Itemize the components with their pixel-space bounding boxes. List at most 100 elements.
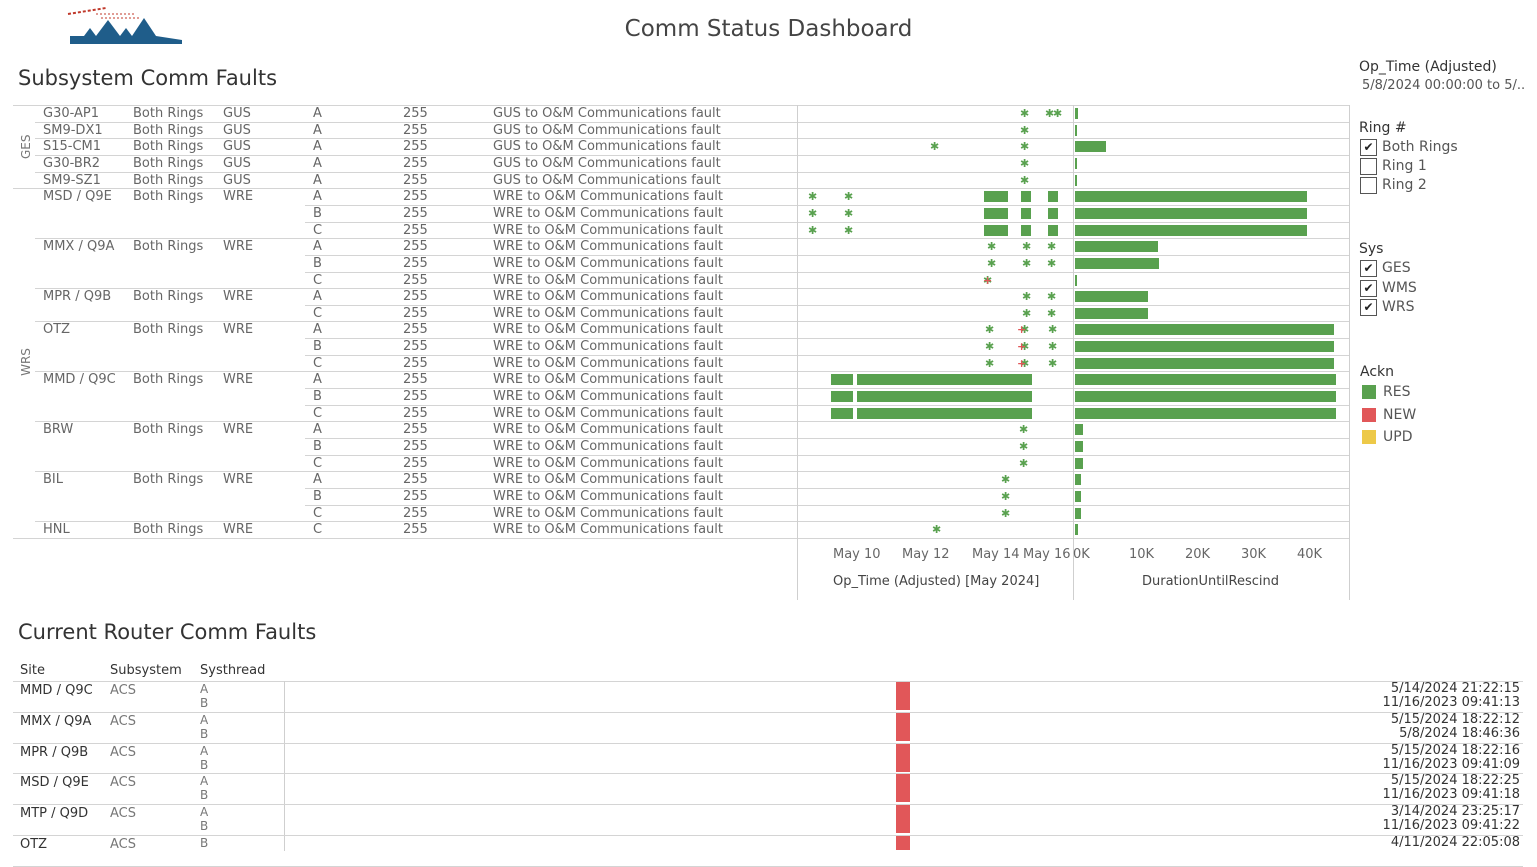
duration-bar <box>1075 224 1308 236</box>
event-cluster <box>857 407 1032 419</box>
event-marker: ✱ <box>1022 290 1032 304</box>
router-fault-bar <box>896 712 910 741</box>
router-date: 5/14/2024 21:22:15 <box>1390 681 1520 696</box>
group-label-wrs: WRS <box>19 348 33 376</box>
optime-filter-value[interactable]: 5/8/2024 00:00:00 to 5/.. <box>1362 78 1526 93</box>
sys-checkbox[interactable]: ✔ <box>1360 260 1377 277</box>
cell-code: 255 <box>403 439 428 454</box>
dashboard-title: Comm Status Dashboard <box>624 16 913 42</box>
event-marker: ✱ <box>930 140 940 154</box>
cell-sys: GUS <box>223 139 251 155</box>
sys-checkbox[interactable]: ✔ <box>1360 279 1377 297</box>
ring-option-label[interactable]: Ring 2 <box>1382 177 1427 193</box>
router-date: 4/11/2024 22:05:08 <box>1390 835 1520 850</box>
row-divider <box>35 471 1349 473</box>
event-marker: ✱ <box>808 206 818 220</box>
router-row-divider <box>13 742 1523 744</box>
event-marker: ✱ <box>808 190 818 204</box>
duration-bar <box>1075 474 1081 486</box>
cell-sys: WRE <box>223 472 254 488</box>
cell-thread: A <box>313 172 322 188</box>
cell-desc: GUS to O&M Communications fault <box>493 155 721 171</box>
cell-desc: GUS to O&M Communications fault <box>493 139 721 155</box>
timeline-tick: May 16 <box>1023 547 1071 562</box>
router-col-site: Site <box>20 663 45 678</box>
ring-checkbox[interactable] <box>1360 158 1377 175</box>
table-row: C 255 WRE to O&M Communications fault <box>0 405 800 422</box>
router-site: MSD / Q9E <box>20 775 89 791</box>
row-divider <box>305 221 1349 223</box>
new-event-marker: + <box>1017 356 1027 370</box>
event-marker: ✱ <box>1001 473 1011 487</box>
duration-bar <box>1075 291 1148 303</box>
cell-sys: GUS <box>223 155 251 171</box>
cell-desc: WRE to O&M Communications fault <box>493 422 723 438</box>
cell-desc: WRE to O&M Communications fault <box>493 239 723 255</box>
router-site: MMD / Q9C <box>20 683 93 698</box>
event-marker: ✱ <box>1019 456 1029 470</box>
event-marker: ✱ <box>1047 306 1057 320</box>
duration-bar <box>1075 457 1083 469</box>
cell-desc: GUS to O&M Communications fault <box>493 122 721 138</box>
router-left-border <box>284 681 285 851</box>
cell-site: SM9-DX1 <box>43 122 103 138</box>
row-divider <box>305 304 1349 306</box>
router-thread: A <box>200 712 209 727</box>
router-date: 5/15/2024 18:22:25 <box>1390 773 1520 789</box>
ring-checkbox[interactable] <box>1360 177 1377 194</box>
cell-desc: WRE to O&M Communications fault <box>493 488 723 504</box>
cell-site: OTZ <box>43 322 71 338</box>
cell-thread: C <box>313 305 323 321</box>
ring-option-label[interactable]: Ring 1 <box>1382 158 1427 174</box>
cell-desc: WRE to O&M Communications fault <box>493 522 723 538</box>
cell-thread: C <box>313 505 323 521</box>
sys-option-label[interactable]: WRS <box>1382 299 1415 315</box>
cell-code: 255 <box>403 289 428 305</box>
table-row: BIL Both Rings WRE A 255 WRE to O&M Communica… <box>0 471 800 488</box>
router-date: 11/16/2023 09:41:22 <box>1382 818 1520 834</box>
event-cluster <box>1021 224 1031 236</box>
cell-desc: WRE to O&M Communications fault <box>493 222 723 238</box>
sys-filter-title: Sys <box>1359 241 1384 257</box>
duration-bar <box>1075 274 1077 286</box>
cell-code: 255 <box>403 239 428 255</box>
cell-code: 255 <box>403 305 428 321</box>
sys-option-label[interactable]: WMS <box>1382 279 1417 296</box>
table-row: C 255 WRE to O&M Communications fault <box>0 272 800 289</box>
cell-thread: A <box>313 122 322 138</box>
table-row: G30-BR2 Both Rings GUS A 255 GUS to O&M Commu… <box>0 155 800 172</box>
duration-bar <box>1075 257 1159 269</box>
duration-bar <box>1075 108 1078 119</box>
cell-ring: Both Rings <box>133 139 204 155</box>
event-marker: ✱ <box>844 223 854 237</box>
cell-site: HNL <box>43 522 70 538</box>
ring-checkbox[interactable]: ✔ <box>1360 139 1377 156</box>
ackn-swatch <box>1362 407 1376 422</box>
table-row: C 255 WRE to O&M Communications fault <box>0 355 800 372</box>
event-marker: ✱ <box>1020 356 1030 370</box>
router-thread: A <box>200 774 209 789</box>
sys-option-label[interactable]: GES <box>1382 260 1411 276</box>
cell-site: BRW <box>43 422 74 438</box>
ring-option-label[interactable]: Both Rings <box>1382 139 1458 155</box>
row-divider <box>305 504 1349 506</box>
router-subsystem: ACS <box>110 713 136 729</box>
cell-code: 255 <box>403 389 428 405</box>
ackn-legend-title: Ackn <box>1360 364 1395 380</box>
cell-sys: WRE <box>223 239 254 255</box>
cell-desc: WRE to O&M Communications fault <box>493 255 723 271</box>
cell-ring: Both Rings <box>133 372 204 388</box>
cell-thread: A <box>313 322 322 338</box>
sys-checkbox[interactable]: ✔ <box>1360 299 1377 316</box>
cell-thread: B <box>313 389 322 405</box>
cell-site: S15-CM1 <box>43 139 102 155</box>
row-divider <box>35 171 1349 173</box>
cell-code: 255 <box>403 122 428 138</box>
duration-bar <box>1075 241 1158 253</box>
router-fault-bar <box>896 805 910 834</box>
row-divider <box>305 271 1349 273</box>
router-subsystem: ACS <box>110 806 136 822</box>
event-cluster <box>984 207 1008 219</box>
event-marker: ✱ <box>1053 107 1063 120</box>
cell-ring: Both Rings <box>133 522 204 538</box>
